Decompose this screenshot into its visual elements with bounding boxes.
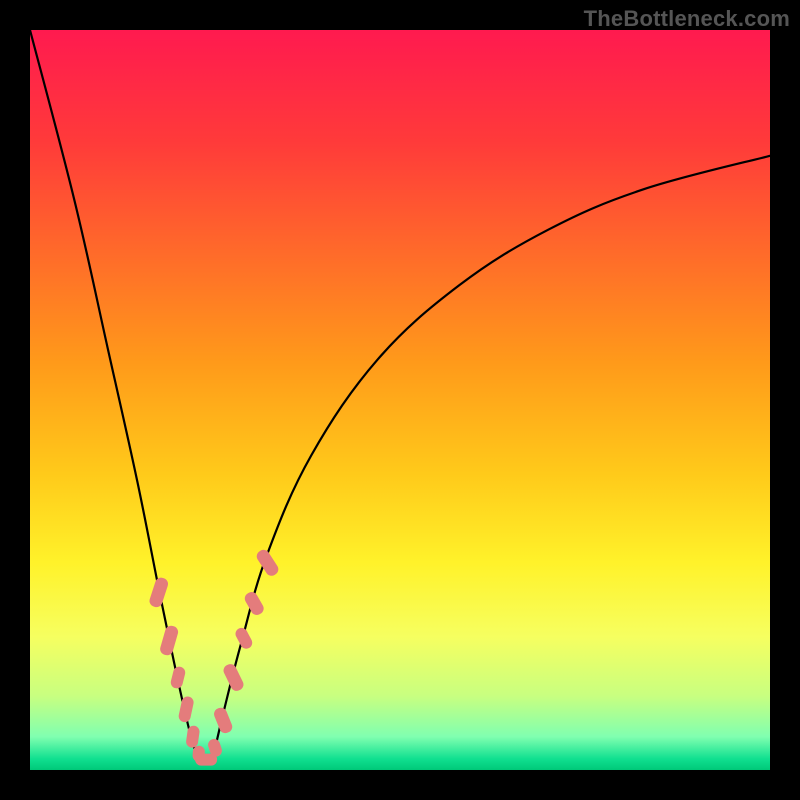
watermark-text: TheBottleneck.com <box>584 6 790 32</box>
chart-svg <box>0 0 800 800</box>
chart-stage: TheBottleneck.com <box>0 0 800 800</box>
plot-area <box>30 30 770 770</box>
